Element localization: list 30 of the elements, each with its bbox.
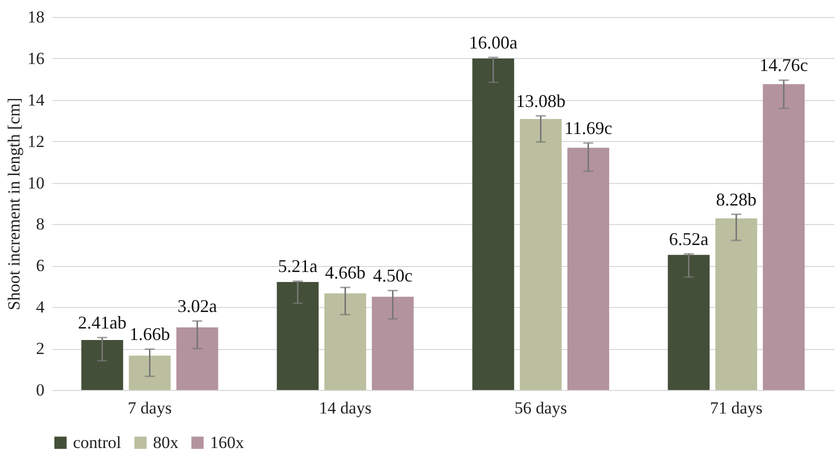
y-tick-label: 16	[28, 48, 44, 68]
data-label: 13.08b	[516, 90, 566, 111]
y-axis-title: Shoot increment in length [cm]	[4, 98, 24, 310]
data-label: 4.50c	[373, 266, 413, 286]
legend-label: 80x	[153, 432, 179, 452]
legend-label: 160x	[210, 432, 244, 452]
data-label: 16.00a	[468, 32, 518, 52]
data-label: 8.28b	[716, 189, 756, 210]
y-tick-label: 6	[36, 256, 44, 276]
y-tick-label: 10	[28, 173, 44, 192]
x-tick-label: 7 days	[128, 398, 172, 418]
data-label: 6.52a	[668, 228, 708, 249]
y-tick-label: 14	[28, 90, 45, 110]
data-label: 3.02a	[178, 296, 218, 316]
data-label: 2.41ab	[78, 312, 126, 333]
data-label: 1.66b	[130, 324, 170, 344]
x-tick-label: 71 days	[710, 398, 762, 418]
y-tick-label: 8	[36, 214, 44, 234]
legend-label: control	[73, 432, 122, 452]
y-tick-label: 12	[28, 132, 44, 151]
data-label: 5.21a	[278, 256, 318, 276]
y-tick-label: 4	[36, 298, 45, 317]
y-tick-label: 0	[36, 380, 44, 400]
data-label: 11.69c	[564, 118, 612, 138]
data-label: 14.76c	[760, 55, 808, 76]
data-label: 4.66b	[325, 262, 366, 282]
x-tick-label: 56 days	[514, 398, 567, 418]
y-tick-label: 2	[36, 339, 44, 358]
y-tick-label: 18	[28, 8, 44, 26]
x-tick-label: 14 days	[319, 398, 372, 418]
